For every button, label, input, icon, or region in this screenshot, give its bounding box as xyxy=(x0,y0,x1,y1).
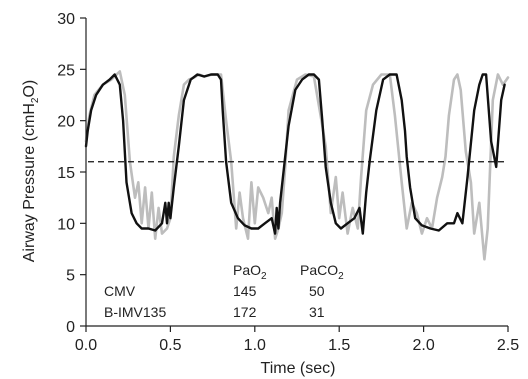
series-layer xyxy=(84,70,510,261)
paco2-header: PaCO2 xyxy=(300,262,344,282)
y-tick-label: 15 xyxy=(57,165,75,182)
x-tick-label: 2.0 xyxy=(412,337,434,354)
y-tick-label: 0 xyxy=(66,319,75,336)
row-bimv135-paco2: 31 xyxy=(309,304,325,320)
y-tick-label: 30 xyxy=(57,11,75,28)
row-bimv135-pao2: 172 xyxy=(233,304,257,320)
y-tick-label: 10 xyxy=(57,216,75,233)
x-axis-ticks: 0.0 0.5 1.0 1.5 2.0 2.5 xyxy=(75,326,519,354)
row-cmv-pao2: 145 xyxy=(233,283,257,299)
x-axis-title: Time (sec) xyxy=(261,360,336,377)
row-label-bimv135: B-IMV135 xyxy=(104,304,166,320)
y-tick-label: 25 xyxy=(57,62,75,79)
row-cmv-paco2: 50 xyxy=(309,283,325,299)
y-axis-ticks: 0 5 10 15 20 25 30 xyxy=(57,11,86,336)
x-tick-label: 0.5 xyxy=(159,337,181,354)
x-tick-label: 2.5 xyxy=(497,337,519,354)
gray-series-line xyxy=(84,70,510,261)
y-tick-label: 20 xyxy=(57,114,75,131)
pao2-header: PaO2 xyxy=(233,262,267,282)
x-tick-label: 1.0 xyxy=(244,337,266,354)
x-tick-label: 0.0 xyxy=(75,337,97,354)
blood-gas-annotation: PaO2 PaCO2 CMV 145 50 B-IMV135 172 31 xyxy=(104,262,344,320)
row-label-cmv: CMV xyxy=(104,283,136,299)
y-axis-title: Airway Pressure (cmH2O) xyxy=(21,80,41,262)
y-tick-label: 5 xyxy=(66,268,75,285)
axes xyxy=(85,18,508,327)
x-tick-label: 1.5 xyxy=(328,337,350,354)
black-series-line xyxy=(84,73,506,235)
